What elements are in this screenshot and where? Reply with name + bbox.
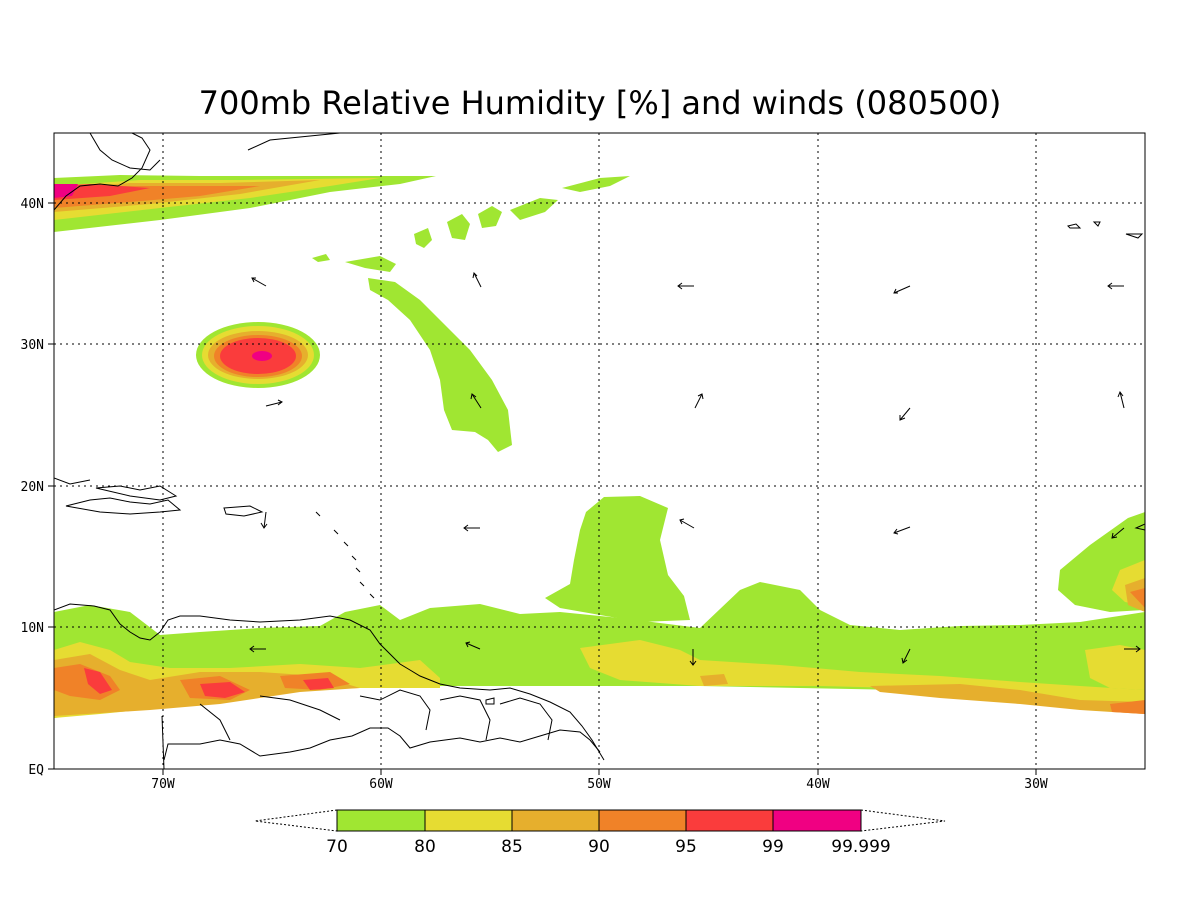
map-title: 700mb Relative Humidity [%] and winds (0… [199,84,1002,122]
wind-arrow [472,271,482,288]
colorbar-label: 99.999 [831,837,890,857]
wind-arrow [893,526,911,535]
coastlines [54,133,1145,769]
colorbar-swatch [598,809,687,832]
wind-arrow [1107,282,1124,290]
wind-arrow [677,282,694,290]
colorbar-label: 99 [762,837,784,857]
wind-arrow [265,399,283,407]
wind-arrow [260,511,268,529]
colorbar-label: 80 [414,837,436,857]
wind-arrow [679,518,695,529]
lon-label: 40W [806,777,830,792]
lon-label: 70W [151,777,175,792]
wind-arrow [689,649,697,666]
wind-vectors [249,271,1141,666]
colorbar-label: 85 [501,837,523,857]
colorbar-left-extension [254,809,338,832]
colorbar-label: 95 [675,837,697,857]
lon-label: 60W [369,777,393,792]
wind-arrow [1111,527,1125,539]
colorbar-swatch [424,809,513,832]
colorbar-label: 90 [588,837,610,857]
wind-arrow [465,641,481,650]
axis-ticks [48,202,1037,775]
colorbar: 70 80 85 90 95 99 99.999 [254,809,946,857]
lat-label: EQ [28,763,44,778]
wind-arrow [1117,390,1125,409]
colorbar-label: 70 [326,837,348,857]
colorbar-swatch [772,809,862,832]
wind-arrow [901,648,911,664]
lon-label: 30W [1024,777,1048,792]
wind-arrow [249,645,266,653]
lat-label: 30N [21,338,44,353]
lon-label: 50W [587,777,611,792]
lat-label: 10N [21,621,44,636]
colorbar-right-extension [860,809,946,832]
plot-area: 40N 30N 20N 10N EQ 70W 60W 50W 40W 30W [21,132,1146,792]
wind-arrow [893,285,911,294]
colorbar-swatch [336,809,426,832]
lat-label: 20N [21,480,44,495]
lat-label: 40N [21,197,44,212]
wind-arrow [470,393,482,409]
wind-arrow [694,393,704,409]
grid-lines [54,133,1145,769]
colorbar-swatch [685,809,774,832]
wind-arrow [1124,645,1141,653]
humidity-field-99 [54,184,272,361]
wind-arrow [251,277,267,287]
colorbar-swatch [511,809,600,832]
wind-arrow [899,407,911,421]
wind-arrow [463,524,480,532]
